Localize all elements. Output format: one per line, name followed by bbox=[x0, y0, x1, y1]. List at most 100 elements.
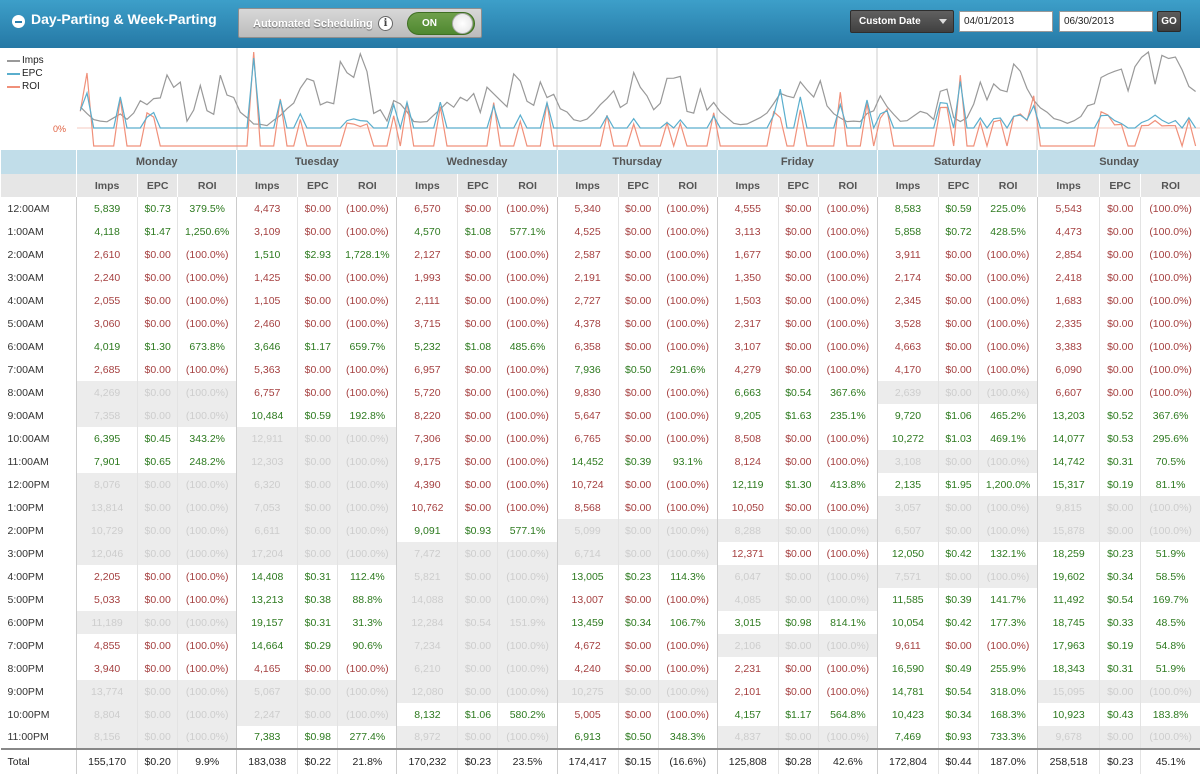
imps-cell[interactable]: 6,395 bbox=[76, 427, 138, 450]
roi-cell[interactable]: (100.0%) bbox=[337, 266, 397, 289]
epc-cell[interactable]: $0.31 bbox=[1099, 450, 1141, 473]
roi-cell[interactable]: (100.0%) bbox=[1140, 197, 1200, 220]
roi-cell[interactable]: (100.0%) bbox=[657, 197, 718, 220]
roi-cell[interactable]: (100.0%) bbox=[978, 289, 1038, 312]
imps-cell[interactable]: 3,057 bbox=[876, 496, 939, 519]
roi-cell[interactable]: (100.0%) bbox=[817, 634, 878, 657]
imps-cell[interactable]: 7,234 bbox=[396, 634, 458, 657]
epc-cell[interactable]: $0.00 bbox=[617, 588, 659, 611]
epc-cell[interactable]: $0.23 bbox=[1099, 542, 1141, 565]
imps-cell[interactable]: 5,067 bbox=[236, 680, 298, 703]
roi-cell[interactable]: (100.0%) bbox=[177, 289, 237, 312]
epc-cell[interactable]: $1.95 bbox=[937, 473, 979, 496]
roi-cell[interactable]: (100.0%) bbox=[497, 473, 558, 496]
epc-cell[interactable]: $0.00 bbox=[937, 266, 979, 289]
epc-cell[interactable]: $0.00 bbox=[777, 289, 819, 312]
epc-cell[interactable]: $0.00 bbox=[137, 473, 178, 496]
roi-cell[interactable]: 248.2% bbox=[177, 450, 237, 473]
imps-cell[interactable]: 2,055 bbox=[76, 289, 138, 312]
roi-cell[interactable]: 106.7% bbox=[657, 611, 718, 634]
roi-cell[interactable]: (100.0%) bbox=[978, 381, 1038, 404]
epc-cell[interactable]: $0.93 bbox=[937, 726, 979, 749]
epc-cell[interactable]: $0.73 bbox=[137, 197, 178, 220]
roi-cell[interactable]: (100.0%) bbox=[817, 266, 878, 289]
epc-cell[interactable]: $0.49 bbox=[937, 657, 979, 680]
imps-cell[interactable]: 4,570 bbox=[396, 220, 458, 243]
epc-cell[interactable]: $0.00 bbox=[137, 312, 178, 335]
imps-cell[interactable]: 13,005 bbox=[556, 565, 619, 588]
epc-cell[interactable]: $1.03 bbox=[937, 427, 979, 450]
epc-cell[interactable]: $0.00 bbox=[777, 427, 819, 450]
epc-cell[interactable]: $0.00 bbox=[617, 289, 659, 312]
imps-cell[interactable]: 8,132 bbox=[396, 703, 458, 726]
column-header-epc[interactable]: EPC bbox=[617, 174, 659, 197]
imps-cell[interactable]: 5,647 bbox=[556, 404, 619, 427]
epc-cell[interactable]: $0.00 bbox=[297, 312, 338, 335]
epc-cell[interactable]: $0.00 bbox=[137, 381, 178, 404]
roi-cell[interactable]: (100.0%) bbox=[1140, 519, 1200, 542]
epc-cell[interactable]: $0.00 bbox=[457, 450, 498, 473]
imps-cell[interactable]: 12,284 bbox=[396, 611, 458, 634]
imps-cell[interactable]: 19,602 bbox=[1037, 565, 1100, 588]
imps-cell[interactable]: 3,060 bbox=[76, 312, 138, 335]
epc-cell[interactable]: $0.00 bbox=[1099, 243, 1141, 266]
roi-cell[interactable]: (100.0%) bbox=[1140, 266, 1200, 289]
roi-cell[interactable]: (100.0%) bbox=[817, 496, 878, 519]
epc-cell[interactable]: $0.00 bbox=[457, 243, 498, 266]
epc-cell[interactable]: $0.00 bbox=[137, 565, 178, 588]
roi-cell[interactable]: (100.0%) bbox=[657, 289, 718, 312]
roi-cell[interactable]: (100.0%) bbox=[817, 450, 878, 473]
imps-cell[interactable]: 2,335 bbox=[1037, 312, 1100, 335]
roi-cell[interactable]: (100.0%) bbox=[657, 588, 718, 611]
imps-cell[interactable]: 2,205 bbox=[76, 565, 138, 588]
roi-cell[interactable]: (100.0%) bbox=[497, 312, 558, 335]
roi-cell[interactable]: (100.0%) bbox=[337, 657, 397, 680]
column-header-epc[interactable]: EPC bbox=[1099, 174, 1141, 197]
imps-cell[interactable]: 2,247 bbox=[236, 703, 298, 726]
imps-cell[interactable]: 7,469 bbox=[876, 726, 939, 749]
epc-cell[interactable]: $1.30 bbox=[137, 335, 178, 358]
roi-cell[interactable]: 465.2% bbox=[978, 404, 1038, 427]
roi-cell[interactable]: (100.0%) bbox=[978, 358, 1038, 381]
roi-cell[interactable]: 90.6% bbox=[337, 634, 397, 657]
imps-cell[interactable]: 2,127 bbox=[396, 243, 458, 266]
roi-cell[interactable]: (100.0%) bbox=[177, 358, 237, 381]
imps-cell[interactable]: 10,923 bbox=[1037, 703, 1100, 726]
epc-cell[interactable]: $0.00 bbox=[137, 404, 178, 427]
roi-cell[interactable]: (100.0%) bbox=[657, 473, 718, 496]
epc-cell[interactable]: $1.30 bbox=[777, 473, 819, 496]
epc-cell[interactable]: $1.17 bbox=[297, 335, 338, 358]
imps-cell[interactable]: 15,095 bbox=[1037, 680, 1100, 703]
epc-cell[interactable]: $0.00 bbox=[457, 634, 498, 657]
column-header-imps[interactable]: Imps bbox=[76, 174, 138, 197]
roi-cell[interactable]: (100.0%) bbox=[817, 657, 878, 680]
roi-cell[interactable]: 318.0% bbox=[978, 680, 1038, 703]
roi-cell[interactable]: (100.0%) bbox=[657, 381, 718, 404]
epc-cell[interactable]: $0.00 bbox=[937, 289, 979, 312]
roi-cell[interactable]: (100.0%) bbox=[1140, 358, 1200, 381]
epc-cell[interactable]: $0.31 bbox=[1099, 657, 1141, 680]
roi-cell[interactable]: (100.0%) bbox=[657, 703, 718, 726]
imps-cell[interactable]: 9,205 bbox=[716, 404, 779, 427]
roi-cell[interactable]: 51.9% bbox=[1140, 657, 1200, 680]
imps-cell[interactable]: 5,858 bbox=[876, 220, 939, 243]
epc-cell[interactable]: $0.00 bbox=[617, 634, 659, 657]
date-range-select[interactable]: Custom Date bbox=[850, 10, 954, 33]
roi-cell[interactable]: 255.9% bbox=[978, 657, 1038, 680]
epc-cell[interactable]: $0.00 bbox=[457, 726, 498, 749]
imps-cell[interactable]: 6,507 bbox=[876, 519, 939, 542]
imps-cell[interactable]: 12,080 bbox=[396, 680, 458, 703]
imps-cell[interactable]: 6,607 bbox=[1037, 381, 1100, 404]
imps-cell[interactable]: 6,663 bbox=[716, 381, 779, 404]
roi-cell[interactable]: (100.0%) bbox=[657, 312, 718, 335]
epc-cell[interactable]: $1.47 bbox=[137, 220, 178, 243]
roi-cell[interactable]: (100.0%) bbox=[497, 680, 558, 703]
imps-cell[interactable]: 2,460 bbox=[236, 312, 298, 335]
collapse-icon[interactable] bbox=[12, 15, 25, 28]
epc-cell[interactable]: $0.54 bbox=[937, 680, 979, 703]
epc-cell[interactable]: $0.00 bbox=[1099, 381, 1141, 404]
roi-cell[interactable]: 469.1% bbox=[978, 427, 1038, 450]
column-header-roi[interactable]: ROI bbox=[657, 174, 718, 197]
roi-cell[interactable]: 192.8% bbox=[337, 404, 397, 427]
epc-cell[interactable]: $0.00 bbox=[297, 680, 338, 703]
